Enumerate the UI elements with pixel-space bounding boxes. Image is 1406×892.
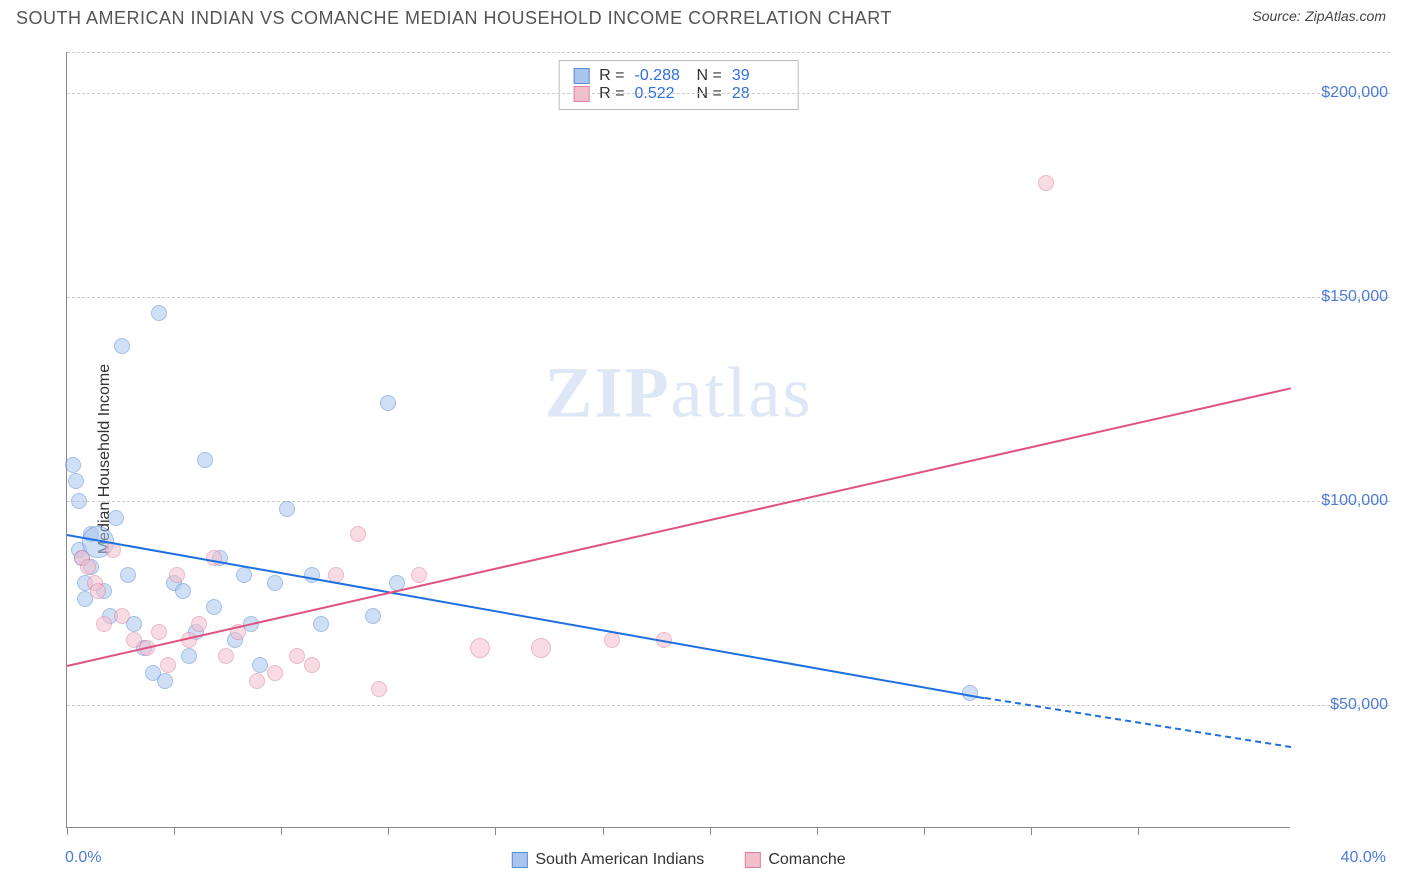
series-legend-item: Comanche [744,851,845,869]
n-value: 28 [732,85,784,103]
r-value: -0.288 [635,67,687,85]
data-point [206,599,222,615]
data-point [218,648,234,664]
data-point [365,608,381,624]
data-point [411,567,427,583]
data-point [267,575,283,591]
r-label: R = [599,85,624,103]
gridline [67,705,1390,706]
data-point [380,395,396,411]
stat-legend-row: R = 0.522 N = 28 [573,85,784,103]
gridline [67,501,1390,502]
x-axis-max-label: 40.0% [1341,849,1386,867]
data-point [80,559,96,575]
series-name: Comanche [768,851,845,869]
x-tick [1138,827,1139,835]
trend-line [67,534,985,699]
legend-swatch [744,852,760,868]
x-tick [67,827,68,835]
series-name: South American Indians [535,851,704,869]
data-point [197,452,213,468]
data-point [1038,175,1054,191]
source-value: ZipAtlas.com [1305,8,1386,24]
n-label: N = [697,67,722,85]
series-legend: South American Indians Comanche [511,851,845,869]
x-axis-min-label: 0.0% [65,849,101,867]
data-point [160,657,176,673]
y-tick-label: $100,000 [1298,492,1388,510]
r-label: R = [599,67,624,85]
data-point [279,501,295,517]
data-point [181,648,197,664]
n-label: N = [697,85,722,103]
data-point [304,657,320,673]
series-legend-item: South American Indians [511,851,704,869]
data-point [175,583,191,599]
x-tick [603,827,604,835]
data-point [169,567,185,583]
gridline [67,297,1390,298]
data-point [151,305,167,321]
x-tick [924,827,925,835]
data-point [157,673,173,689]
legend-swatch [573,68,589,84]
data-point [267,665,283,681]
watermark-rest: atlas [671,353,813,433]
plot-area: ZIPatlas R =-0.288N =39R =0.522N =28 Sou… [66,52,1290,828]
x-tick [174,827,175,835]
data-point [249,673,265,689]
source: Source: ZipAtlas.com [1252,8,1386,26]
data-point [90,583,106,599]
y-tick-label: $200,000 [1298,84,1388,102]
chart-container: Median Household Income ZIPatlas R =-0.2… [16,42,1390,876]
n-value: 39 [732,67,784,85]
data-point [604,632,620,648]
y-tick-label: $50,000 [1298,696,1388,714]
data-point [236,567,252,583]
trend-line [67,387,1291,667]
data-point [531,638,551,658]
data-point [151,624,167,640]
watermark: ZIPatlas [545,352,813,435]
data-point [470,638,490,658]
data-point [71,493,87,509]
data-point [371,681,387,697]
data-point [120,567,136,583]
data-point [68,473,84,489]
data-point [114,608,130,624]
chart-title: SOUTH AMERICAN INDIAN VS COMANCHE MEDIAN… [16,8,892,29]
data-point [114,338,130,354]
stat-legend: R = -0.288 N = 39 R = 0.522 N = 28 [558,60,799,110]
data-point [252,657,268,673]
r-value: 0.522 [635,85,687,103]
y-tick-label: $150,000 [1298,288,1388,306]
data-point [96,616,112,632]
x-tick [1031,827,1032,835]
x-tick [495,827,496,835]
watermark-bold: ZIP [545,353,671,433]
data-point [313,616,329,632]
x-tick [710,827,711,835]
x-tick [281,827,282,835]
x-tick [817,827,818,835]
legend-swatch [573,86,589,102]
legend-swatch [511,852,527,868]
x-tick [388,827,389,835]
gridline [67,93,1390,94]
gridline [67,52,1390,53]
data-point [289,648,305,664]
data-point [350,526,366,542]
data-point [65,457,81,473]
stat-legend-row: R = -0.288 N = 39 [573,67,784,85]
data-point [191,616,207,632]
source-label: Source: [1252,8,1300,24]
data-point [108,510,124,526]
